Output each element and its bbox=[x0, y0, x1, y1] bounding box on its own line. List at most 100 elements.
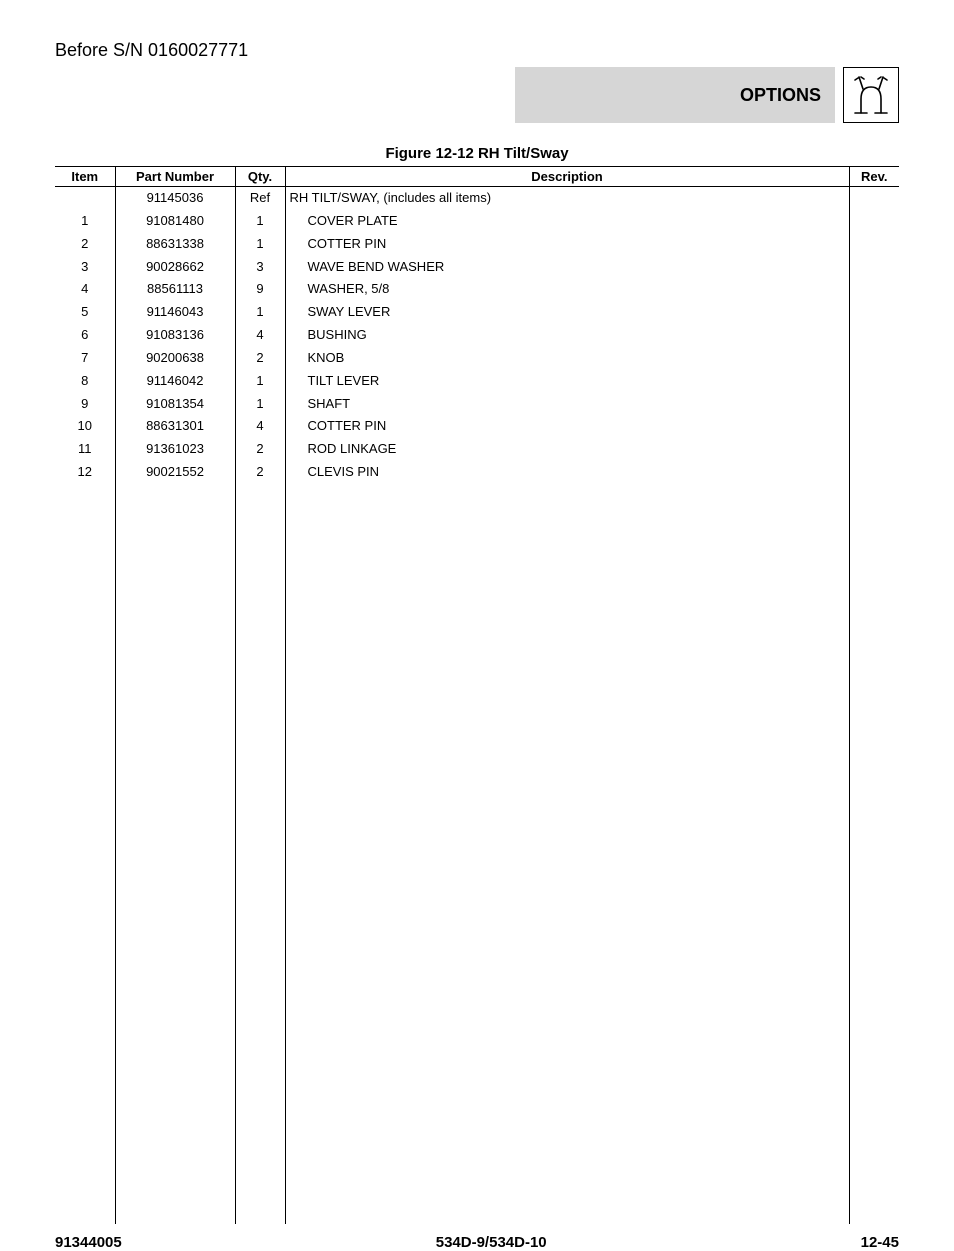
table-row: 11913610232ROD LINKAGE bbox=[55, 438, 899, 461]
cell-desc: ROD LINKAGE bbox=[285, 438, 849, 461]
cell-part: 88561113 bbox=[115, 278, 235, 301]
cell-rev bbox=[849, 210, 899, 233]
cell-item bbox=[55, 187, 115, 210]
cell-qty: 2 bbox=[235, 461, 285, 484]
cell-rev bbox=[849, 393, 899, 416]
section-header-box: OPTIONS bbox=[515, 67, 835, 123]
spacer-cell bbox=[285, 484, 849, 1224]
section-icon-box bbox=[843, 67, 899, 123]
cell-item: 8 bbox=[55, 370, 115, 393]
cell-item: 9 bbox=[55, 393, 115, 416]
cell-desc: COTTER PIN bbox=[285, 415, 849, 438]
cell-qty: 9 bbox=[235, 278, 285, 301]
cell-qty: 1 bbox=[235, 370, 285, 393]
col-header-item: Item bbox=[55, 167, 115, 187]
cell-qty: 1 bbox=[235, 301, 285, 324]
cell-item: 10 bbox=[55, 415, 115, 438]
cell-item: 12 bbox=[55, 461, 115, 484]
table-row: 5911460431SWAY LEVER bbox=[55, 301, 899, 324]
cell-rev bbox=[849, 370, 899, 393]
cell-part: 91145036 bbox=[115, 187, 235, 210]
table-row: 4885611139WASHER, 5/8 bbox=[55, 278, 899, 301]
cell-rev bbox=[849, 256, 899, 279]
cell-part: 90028662 bbox=[115, 256, 235, 279]
cell-part: 91146042 bbox=[115, 370, 235, 393]
cell-qty: 2 bbox=[235, 438, 285, 461]
cell-qty: 1 bbox=[235, 393, 285, 416]
cell-qty: 4 bbox=[235, 324, 285, 347]
spacer-cell bbox=[849, 484, 899, 1224]
cell-qty: 2 bbox=[235, 347, 285, 370]
cell-item: 5 bbox=[55, 301, 115, 324]
cell-part: 90200638 bbox=[115, 347, 235, 370]
footer-left: 91344005 bbox=[55, 1234, 122, 1251]
cell-part: 91081480 bbox=[115, 210, 235, 233]
cell-qty: 4 bbox=[235, 415, 285, 438]
parts-table-wrap: Item Part Number Qty. Description Rev. 9… bbox=[55, 166, 899, 1224]
footer-right: 12-45 bbox=[861, 1234, 899, 1251]
table-spacer-row bbox=[55, 484, 899, 1224]
cell-desc: COVER PLATE bbox=[285, 210, 849, 233]
cell-desc: SWAY LEVER bbox=[285, 301, 849, 324]
table-row: 10886313014COTTER PIN bbox=[55, 415, 899, 438]
lever-icon bbox=[849, 73, 893, 117]
table-row: 12900215522CLEVIS PIN bbox=[55, 461, 899, 484]
figure-title: Figure 12-12 RH Tilt/Sway bbox=[55, 145, 899, 162]
col-header-desc: Description bbox=[285, 167, 849, 187]
cell-part: 91361023 bbox=[115, 438, 235, 461]
cell-qty: 1 bbox=[235, 233, 285, 256]
cell-part: 90021552 bbox=[115, 461, 235, 484]
spacer-cell bbox=[55, 484, 115, 1224]
cell-desc: SHAFT bbox=[285, 393, 849, 416]
table-row: 8911460421TILT LEVER bbox=[55, 370, 899, 393]
section-label: OPTIONS bbox=[740, 85, 821, 106]
cell-item: 3 bbox=[55, 256, 115, 279]
cell-item: 2 bbox=[55, 233, 115, 256]
cell-qty: Ref bbox=[235, 187, 285, 210]
cell-item: 7 bbox=[55, 347, 115, 370]
table-row: 6910831364BUSHING bbox=[55, 324, 899, 347]
cell-item: 11 bbox=[55, 438, 115, 461]
cell-desc: KNOB bbox=[285, 347, 849, 370]
cell-desc: BUSHING bbox=[285, 324, 849, 347]
cell-desc: COTTER PIN bbox=[285, 233, 849, 256]
cell-part: 88631301 bbox=[115, 415, 235, 438]
cell-part: 91081354 bbox=[115, 393, 235, 416]
cell-item: 4 bbox=[55, 278, 115, 301]
cell-rev bbox=[849, 461, 899, 484]
cell-desc: CLEVIS PIN bbox=[285, 461, 849, 484]
cell-rev bbox=[849, 301, 899, 324]
parts-table: Item Part Number Qty. Description Rev. 9… bbox=[55, 166, 899, 1224]
cell-part: 88631338 bbox=[115, 233, 235, 256]
table-header-row: Item Part Number Qty. Description Rev. bbox=[55, 167, 899, 187]
cell-desc: WASHER, 5/8 bbox=[285, 278, 849, 301]
cell-rev bbox=[849, 415, 899, 438]
cell-part: 91146043 bbox=[115, 301, 235, 324]
cell-rev bbox=[849, 438, 899, 461]
cell-desc: TILT LEVER bbox=[285, 370, 849, 393]
cell-item: 6 bbox=[55, 324, 115, 347]
col-header-rev: Rev. bbox=[849, 167, 899, 187]
footer-center: 534D-9/534D-10 bbox=[436, 1234, 547, 1251]
col-header-qty: Qty. bbox=[235, 167, 285, 187]
serial-note: Before S/N 0160027771 bbox=[55, 40, 899, 61]
cell-desc: WAVE BEND WASHER bbox=[285, 256, 849, 279]
col-header-part: Part Number bbox=[115, 167, 235, 187]
page-footer: 91344005 534D-9/534D-10 12-45 bbox=[55, 1224, 899, 1251]
cell-part: 91083136 bbox=[115, 324, 235, 347]
table-row: 7902006382KNOB bbox=[55, 347, 899, 370]
cell-rev bbox=[849, 347, 899, 370]
cell-qty: 1 bbox=[235, 210, 285, 233]
cell-rev bbox=[849, 278, 899, 301]
cell-rev bbox=[849, 187, 899, 210]
cell-item: 1 bbox=[55, 210, 115, 233]
table-row: 2886313381COTTER PIN bbox=[55, 233, 899, 256]
spacer-cell bbox=[115, 484, 235, 1224]
cell-qty: 3 bbox=[235, 256, 285, 279]
header-band: OPTIONS bbox=[55, 67, 899, 123]
table-row: 9910813541SHAFT bbox=[55, 393, 899, 416]
table-row: 91145036RefRH TILT/SWAY, (includes all i… bbox=[55, 187, 899, 210]
cell-rev bbox=[849, 324, 899, 347]
spacer-cell bbox=[235, 484, 285, 1224]
cell-rev bbox=[849, 233, 899, 256]
